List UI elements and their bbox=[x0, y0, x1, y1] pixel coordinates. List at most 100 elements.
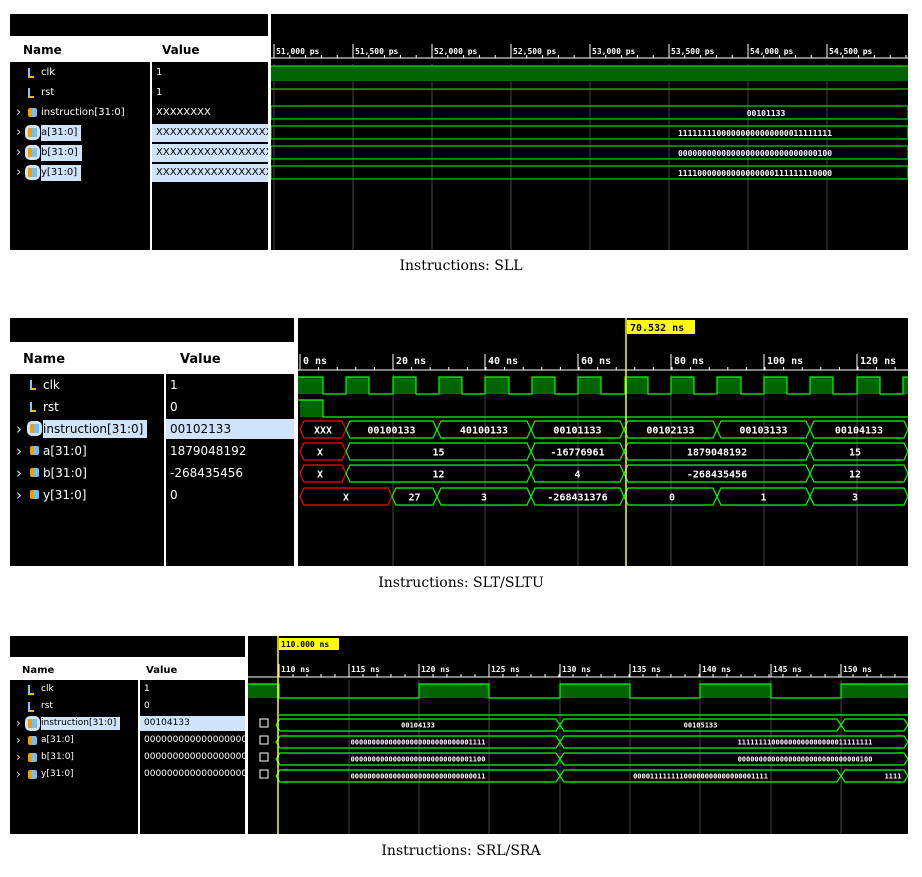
expand-chevron-icon[interactable]: › bbox=[16, 767, 21, 781]
clk-high-fill bbox=[419, 684, 489, 698]
y-value: -268431376 bbox=[547, 493, 607, 504]
b-bus bbox=[270, 145, 908, 160]
expand-chevron-icon[interactable]: › bbox=[16, 442, 22, 460]
signal-row-b[interactable]: › b[31:0] bbox=[10, 749, 138, 766]
clk-high-fill bbox=[841, 684, 908, 698]
tick-label: 52,000 ps bbox=[434, 47, 478, 56]
y-segment bbox=[840, 769, 908, 783]
instruction-value: 00101133 bbox=[747, 109, 786, 118]
expand-chevron-icon[interactable]: › bbox=[16, 165, 22, 180]
expand-chevron-icon[interactable]: › bbox=[16, 733, 21, 747]
signal-name: rst bbox=[41, 87, 55, 98]
signal-row-b[interactable]: › b[31:0] bbox=[10, 143, 150, 163]
signal-row-y[interactable]: › y[31:0] bbox=[10, 163, 150, 183]
signal-name: instruction[31:0] bbox=[43, 420, 148, 438]
expand-chevron-icon[interactable]: › bbox=[16, 420, 22, 438]
instruction-value: XXX bbox=[314, 426, 332, 437]
name-header[interactable]: Name bbox=[22, 665, 55, 676]
bus-icon bbox=[28, 752, 37, 762]
value-header[interactable]: Value bbox=[162, 43, 200, 57]
name-header[interactable]: Name bbox=[23, 352, 66, 367]
clk-high-fill bbox=[346, 377, 369, 394]
signal-name: rst bbox=[43, 400, 59, 414]
tick-label: 130 ns bbox=[562, 665, 591, 674]
expand-chevron-icon[interactable]: › bbox=[16, 750, 21, 764]
y-value: 3 bbox=[852, 493, 858, 504]
y-value: 11110000000000000000111111110000 bbox=[678, 169, 832, 178]
tick-label: 145 ns bbox=[773, 665, 802, 674]
signal-value: 00000000000000000000000000000011 bbox=[144, 769, 245, 779]
clk-high-fill bbox=[578, 377, 601, 394]
tick-label: 51,000 ps bbox=[276, 47, 320, 56]
signal-row-instruction[interactable]: › instruction[31:0] bbox=[10, 715, 138, 732]
signal-row-rst[interactable]: rst bbox=[10, 396, 164, 418]
expand-chevron-icon[interactable]: › bbox=[16, 486, 22, 504]
waveform-panel-slt: Name clk rst › instruction[31:0] › a[31:0] › b[… bbox=[10, 318, 908, 566]
signal-value: 1 bbox=[156, 67, 163, 78]
caption-sll: Instructions: SLL bbox=[399, 258, 523, 274]
a-value: X bbox=[317, 448, 323, 459]
signal-row-y[interactable]: › y[31:0] bbox=[10, 484, 164, 506]
bus-icon bbox=[25, 125, 40, 140]
wire-icon bbox=[28, 88, 34, 98]
b-value: 12 bbox=[432, 470, 444, 481]
prev-value-box bbox=[259, 752, 269, 762]
instruction-value: 00105133 bbox=[684, 722, 718, 730]
clk-waveform bbox=[248, 683, 908, 699]
signal-name: clk bbox=[41, 67, 56, 78]
waveform-area[interactable]: 0 ns 20 ns 40 ns 60 ns 80 ns 100 ns 120 ns XXX 0… bbox=[298, 318, 908, 566]
waveform-area[interactable]: 51,000 ps 51,500 ps 52,000 ps 52,500 ps 53,0… bbox=[270, 14, 908, 250]
instruction-value: 40100133 bbox=[460, 426, 508, 437]
signal-row-instruction[interactable]: › instruction[31:0] bbox=[10, 103, 150, 123]
wire-icon bbox=[28, 68, 34, 78]
a-value: 15 bbox=[432, 448, 444, 459]
signal-row-a[interactable]: › a[31:0] bbox=[10, 123, 150, 143]
signal-row-clk[interactable]: clk bbox=[10, 63, 150, 83]
value-header[interactable]: Value bbox=[146, 665, 178, 676]
waveform-area[interactable]: 110 ns 115 ns 120 ns 125 ns 130 ns 135 ns 140 … bbox=[248, 636, 908, 834]
signal-row-b[interactable]: › b[31:0] bbox=[10, 462, 164, 484]
signal-row-rst[interactable]: rst bbox=[10, 698, 138, 715]
signal-name: y[31:0] bbox=[43, 488, 87, 502]
signal-value: 0 bbox=[170, 400, 178, 414]
expand-chevron-icon[interactable]: › bbox=[16, 125, 22, 140]
clk-high-fill bbox=[903, 377, 908, 394]
signal-value: 1879048192 bbox=[170, 444, 247, 458]
signal-row-y[interactable]: › y[31:0] bbox=[10, 766, 138, 783]
value-column: Value 1 0 00104133 000000000000000000 000000… bbox=[138, 636, 245, 834]
signal-row-a[interactable]: › a[31:0] bbox=[10, 732, 138, 749]
signal-row-clk[interactable]: clk bbox=[10, 681, 138, 698]
signal-value: -268435456 bbox=[170, 466, 244, 480]
expand-chevron-icon[interactable]: › bbox=[16, 105, 22, 120]
clk-high-fill bbox=[298, 377, 323, 394]
tick-label: 125 ns bbox=[491, 665, 520, 674]
signal-name: y[31:0] bbox=[41, 165, 82, 181]
signal-row-rst[interactable]: rst bbox=[10, 83, 150, 103]
signal-row-clk[interactable]: clk bbox=[10, 374, 164, 396]
b-value: 00000000000000000000000000000100 bbox=[738, 756, 873, 764]
y-value: 1 bbox=[760, 493, 766, 504]
signal-value: 00104133 bbox=[138, 716, 245, 731]
instruction-value: 00100133 bbox=[367, 426, 415, 437]
instruction-value: 00101133 bbox=[553, 426, 601, 437]
signal-row-a[interactable]: › a[31:0] bbox=[10, 440, 164, 462]
clk-high-fill bbox=[764, 377, 787, 394]
tick-label: 0 ns bbox=[303, 356, 327, 367]
wire-icon bbox=[30, 380, 36, 390]
value-header[interactable]: Value bbox=[180, 352, 221, 367]
tick-label: 53,000 ps bbox=[592, 47, 636, 56]
expand-chevron-icon[interactable]: › bbox=[16, 464, 22, 482]
name-header[interactable]: Name bbox=[23, 43, 62, 57]
bus-icon bbox=[25, 715, 40, 731]
signal-row-instruction[interactable]: › instruction[31:0] bbox=[10, 418, 164, 440]
expand-chevron-icon[interactable]: › bbox=[16, 145, 22, 160]
signal-name: clk bbox=[41, 684, 54, 694]
tick-label: 60 ns bbox=[581, 356, 611, 367]
expand-chevron-icon[interactable]: › bbox=[16, 716, 21, 730]
tick-label: 110 ns bbox=[281, 665, 310, 674]
tick-label: 40 ns bbox=[488, 356, 518, 367]
y-bus bbox=[270, 165, 908, 180]
cursor-time-label: 110.000 ns bbox=[281, 640, 329, 649]
